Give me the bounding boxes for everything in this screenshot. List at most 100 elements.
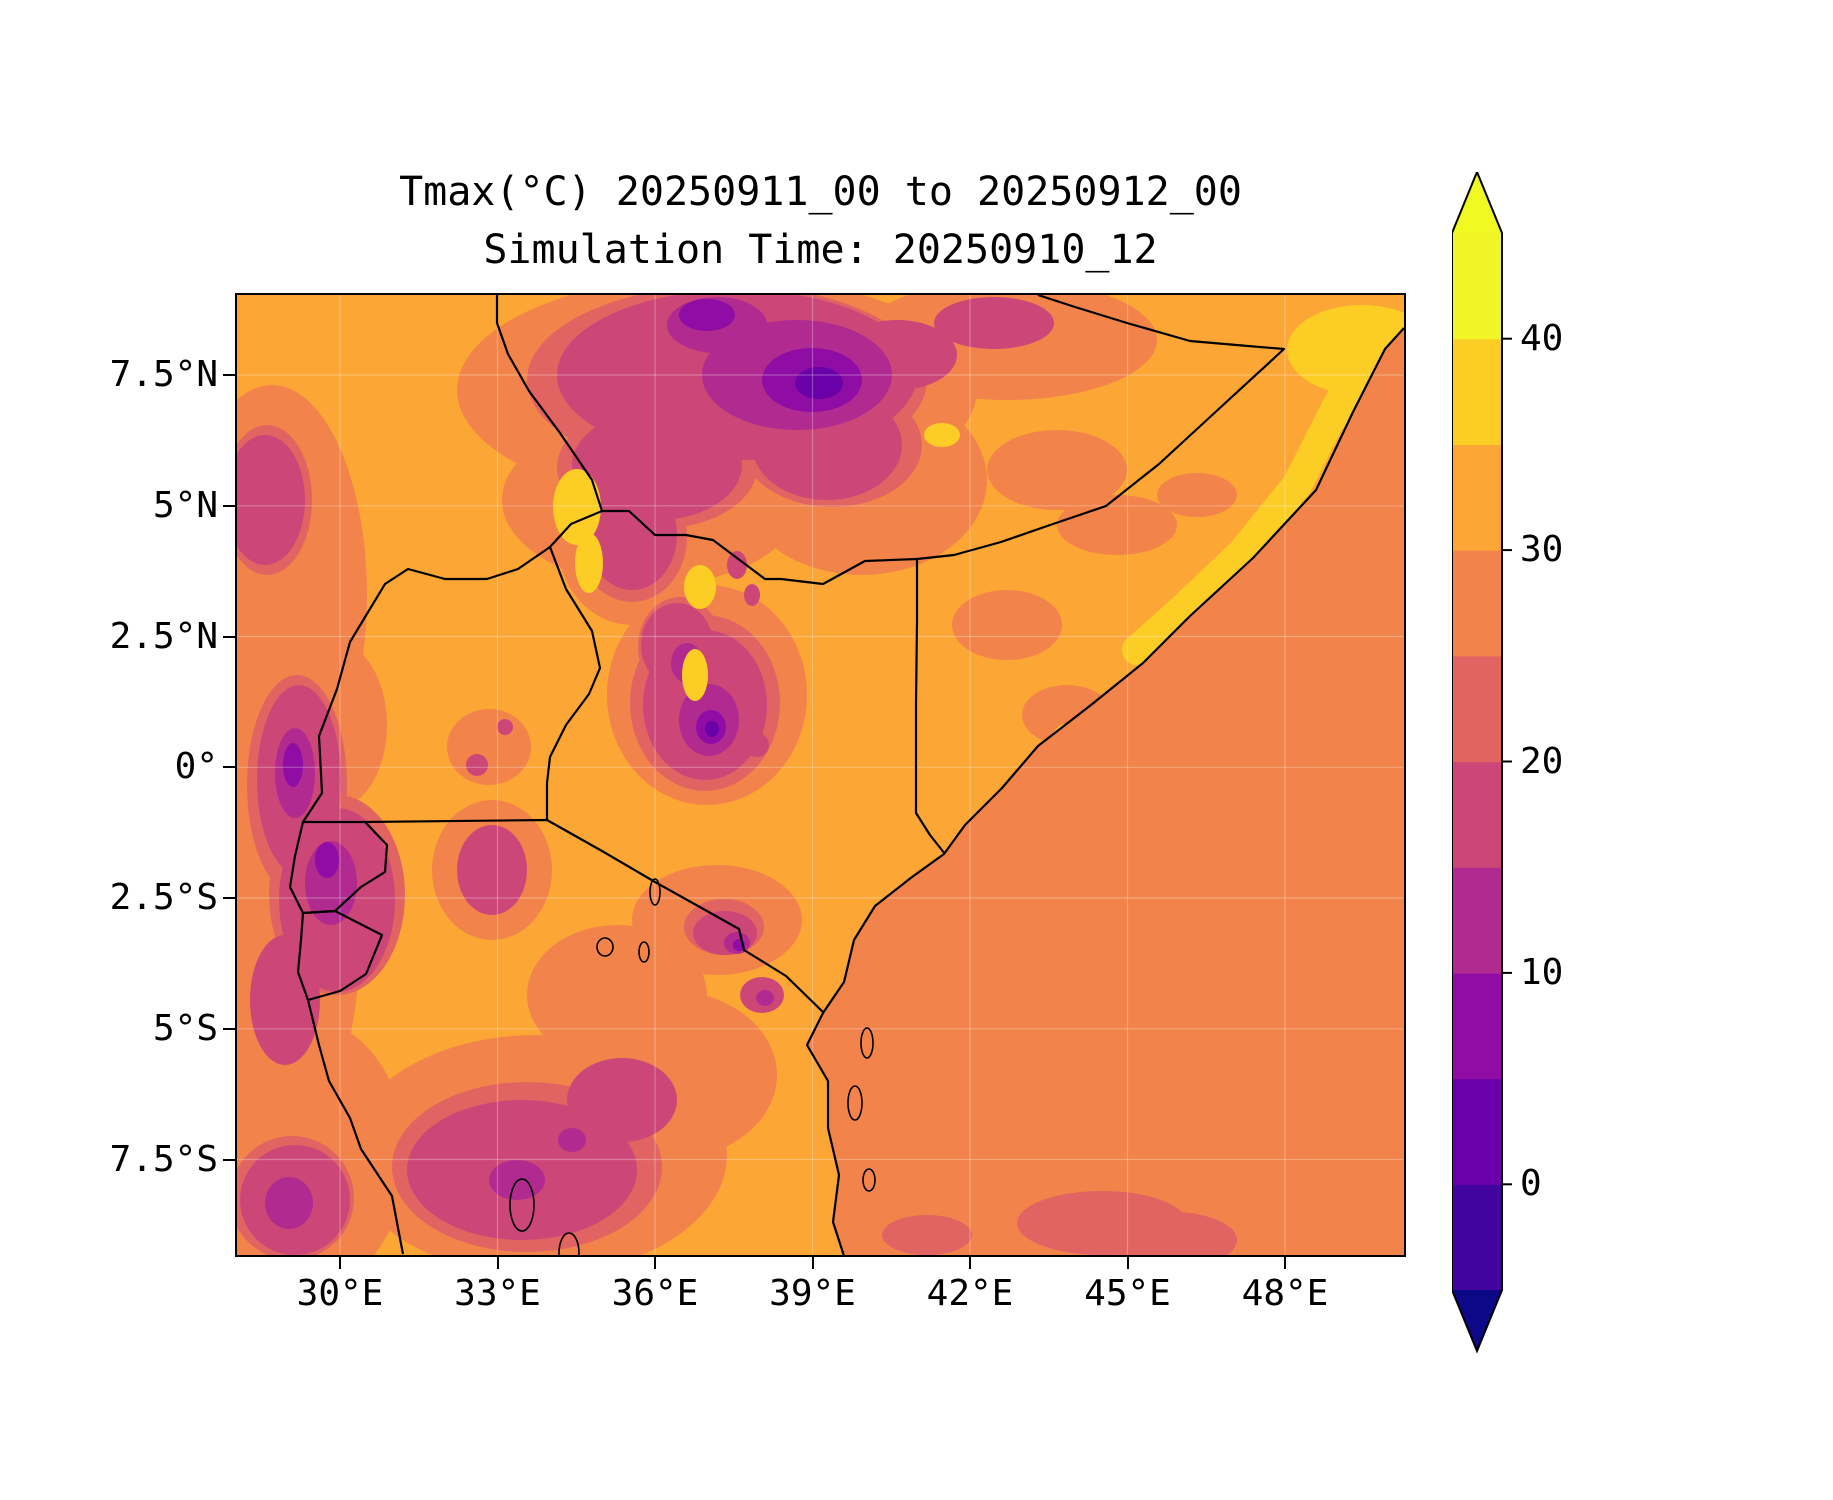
temperature-field [237, 295, 1404, 1255]
y-tick-label: 2.5°S [109, 877, 218, 918]
colorbar-band [1452, 867, 1502, 974]
x-tick-mark [1284, 1257, 1286, 1269]
x-tick-label: 45°E [1084, 1273, 1171, 1314]
temp-patch [744, 584, 760, 606]
temp-patch [237, 435, 305, 565]
ocean-cool-patch [1107, 1212, 1237, 1255]
y-tick-label: 2.5°N [109, 615, 218, 657]
y-tick-mark [223, 766, 235, 769]
colorbar-band [1452, 972, 1502, 1080]
temp-patch [283, 743, 303, 787]
colorbar-band [1452, 761, 1502, 868]
y-tick-label: 7.5°N [109, 354, 218, 395]
colorbar-bands [1452, 233, 1502, 1291]
x-tick-label: 48°E [1241, 1273, 1329, 1314]
ocean-region [807, 328, 1404, 1255]
border-rwanda [288, 820, 389, 915]
temp-patch [466, 754, 488, 776]
plot-subtitle: Simulation Time: 20250910_12 [483, 227, 1158, 273]
colorbar-band [1452, 1078, 1502, 1185]
y-tick-label: 5°S [152, 1007, 218, 1049]
temp-patch [934, 297, 1054, 349]
border-burundi [296, 909, 384, 1002]
temp-patch [745, 733, 769, 757]
lake [558, 1232, 580, 1255]
x-tick-mark [1126, 1257, 1129, 1269]
temp-patch [987, 430, 1127, 510]
border-tanzania-drc [306, 999, 405, 1255]
hot-patch [553, 469, 601, 545]
x-tick-mark [339, 1257, 341, 1269]
islands [847, 1027, 876, 1192]
lake [596, 937, 614, 957]
y-tick-mark [223, 635, 235, 638]
lake [638, 941, 650, 963]
border-ethiopia-kenya [549, 509, 918, 586]
x-tick-mark [969, 1257, 971, 1269]
border-kenya-tanzania [364, 818, 824, 1013]
temp-patch [1057, 495, 1177, 555]
x-tick-mark [654, 1257, 656, 1269]
temp-patch [795, 367, 843, 399]
border-uganda-kenya [545, 546, 602, 820]
colorbar-extend-min [1452, 1290, 1502, 1351]
temp-patch [558, 1128, 586, 1152]
x-tick-mark [496, 1257, 499, 1269]
colorbar-tick-label: 10 [1520, 951, 1564, 993]
ocean-cool-patch [882, 1215, 972, 1255]
country-borders [288, 295, 1404, 1255]
temp-patch [497, 719, 513, 735]
x-tick-mark [811, 1257, 814, 1269]
border-southsudan-ethiopia [495, 295, 604, 512]
y-tick-mark [223, 897, 235, 899]
border-somalia-ethiopia-kenya [914, 295, 1286, 855]
colorbar-tick-label: 0 [1520, 1163, 1542, 1205]
y-tick-label: 0° [174, 746, 218, 788]
colorbar [1452, 172, 1512, 1354]
gridlines [237, 295, 1404, 1255]
temp-patch [1157, 473, 1237, 517]
temp-patch [315, 842, 339, 878]
border-uganda-southsudan-drc [302, 546, 551, 823]
island [862, 1168, 876, 1192]
y-tick-mark [223, 504, 235, 507]
colorbar-tick-marks [1502, 337, 1512, 1186]
temp-patch [457, 825, 527, 915]
colorbar-tick-label: 30 [1520, 529, 1564, 571]
x-tick-label: 36°E [611, 1273, 699, 1314]
temp-patch [952, 590, 1062, 660]
x-tick-label: 39°E [769, 1273, 856, 1314]
colorbar-band [1452, 444, 1502, 551]
x-tick-label: 33°E [454, 1273, 541, 1314]
colorbar-band [1452, 1184, 1502, 1291]
map-svg [237, 295, 1404, 1255]
hot-patch [924, 423, 960, 447]
island [847, 1085, 863, 1121]
temp-patch [265, 1177, 313, 1229]
x-tick-label: 30°E [296, 1273, 384, 1314]
colorbar-band [1452, 655, 1502, 763]
hot-patch [684, 565, 716, 609]
colorbar-band [1452, 550, 1502, 657]
plot-title: Tmax(°C) 20250911_00 to 20250912_00 [399, 169, 1242, 215]
temp-patch [679, 299, 735, 331]
colorbar-band [1452, 338, 1502, 445]
lake [649, 878, 661, 906]
x-tick-label: 42°E [926, 1273, 1014, 1314]
hot-coastal-strip [1122, 325, 1387, 665]
y-tick-label: 5°N [152, 484, 218, 526]
temp-patch [447, 709, 531, 785]
y-tick-mark [223, 1027, 235, 1030]
temp-patch [567, 1058, 677, 1142]
hot-patch [682, 649, 708, 701]
lake-outlines [509, 878, 661, 1255]
temp-patch [587, 480, 677, 590]
map-plot [237, 295, 1404, 1255]
hot-patch [575, 533, 603, 593]
colorbar-outline [1452, 172, 1503, 1354]
y-tick-label: 7.5°S [109, 1138, 218, 1180]
temp-patch [756, 990, 774, 1006]
temp-patch [705, 721, 719, 737]
temp-patch [727, 551, 747, 579]
